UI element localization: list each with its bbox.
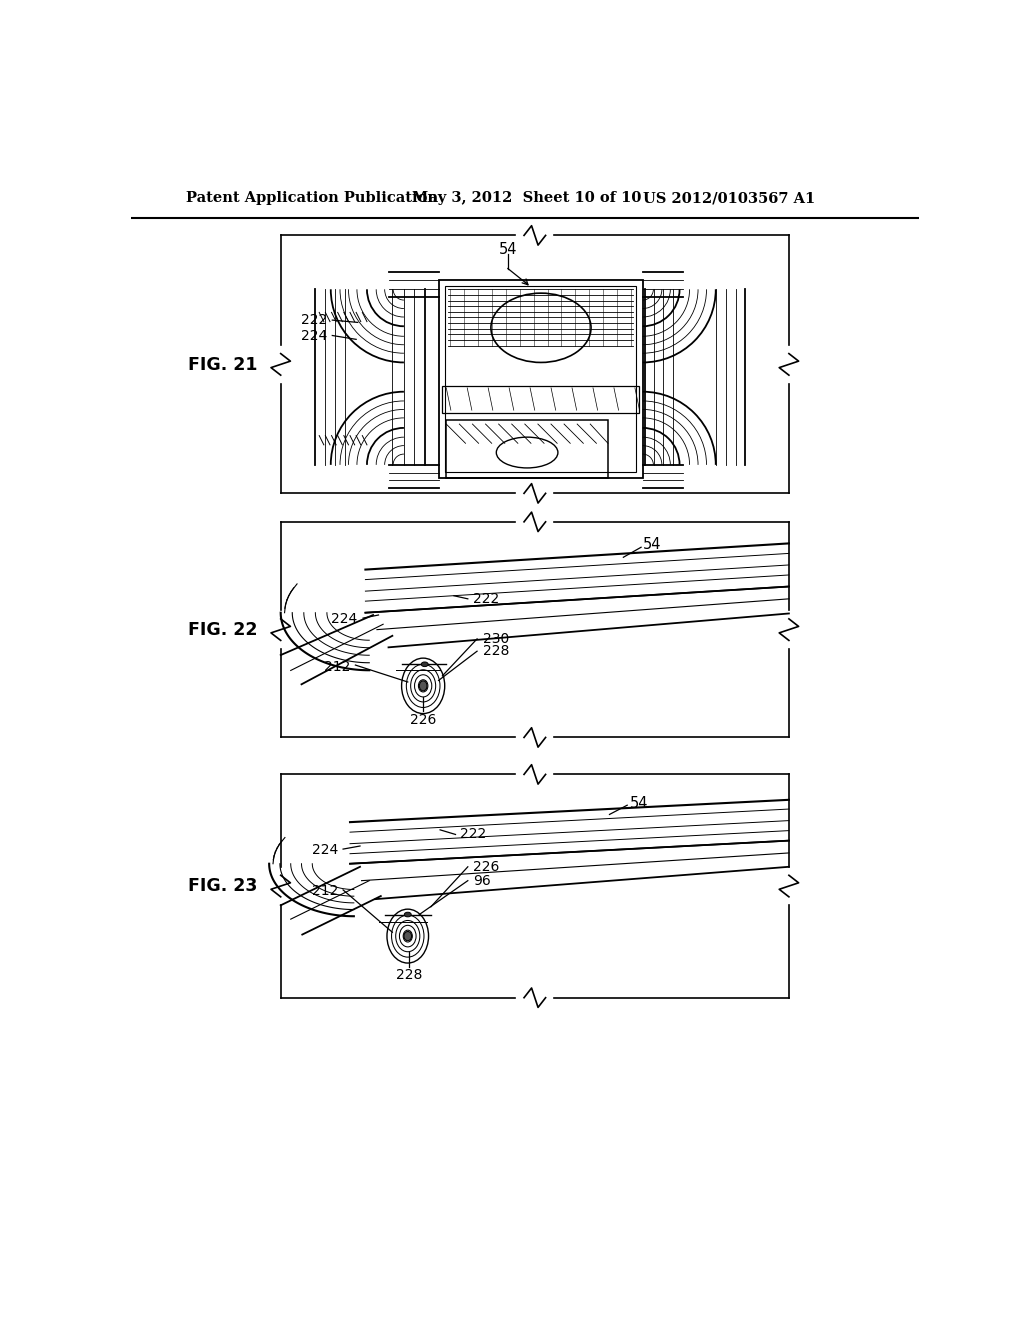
Text: 228: 228	[483, 644, 510, 659]
Text: 96: 96	[473, 874, 490, 887]
Text: FIG. 22: FIG. 22	[188, 620, 258, 639]
Ellipse shape	[403, 932, 412, 941]
Text: 222: 222	[473, 591, 500, 606]
Text: FIG. 23: FIG. 23	[188, 876, 258, 895]
Text: Patent Application Publication: Patent Application Publication	[186, 191, 438, 206]
Text: 224: 224	[332, 612, 357, 626]
Ellipse shape	[404, 912, 412, 917]
Text: 224: 224	[312, 843, 339, 857]
Text: 226: 226	[473, 859, 500, 874]
Bar	[438, 280, 643, 478]
Text: 54: 54	[630, 796, 648, 812]
Ellipse shape	[419, 681, 427, 690]
Text: 212: 212	[324, 660, 350, 673]
Text: 230: 230	[483, 632, 510, 645]
Bar	[442, 385, 639, 413]
Text: 222: 222	[460, 828, 486, 841]
Text: May 3, 2012  Sheet 10 of 10: May 3, 2012 Sheet 10 of 10	[412, 191, 641, 206]
Text: 224: 224	[301, 329, 327, 342]
Text: US 2012/0103567 A1: US 2012/0103567 A1	[643, 191, 815, 206]
Text: 228: 228	[396, 969, 423, 982]
Text: 54: 54	[499, 242, 517, 257]
Text: 212: 212	[312, 884, 339, 899]
Text: 226: 226	[410, 713, 436, 727]
Text: 54: 54	[643, 537, 662, 553]
Ellipse shape	[421, 663, 428, 667]
Text: FIG. 21: FIG. 21	[188, 356, 258, 374]
Bar	[444, 286, 637, 471]
Text: 222: 222	[301, 313, 327, 327]
Bar	[446, 420, 608, 478]
